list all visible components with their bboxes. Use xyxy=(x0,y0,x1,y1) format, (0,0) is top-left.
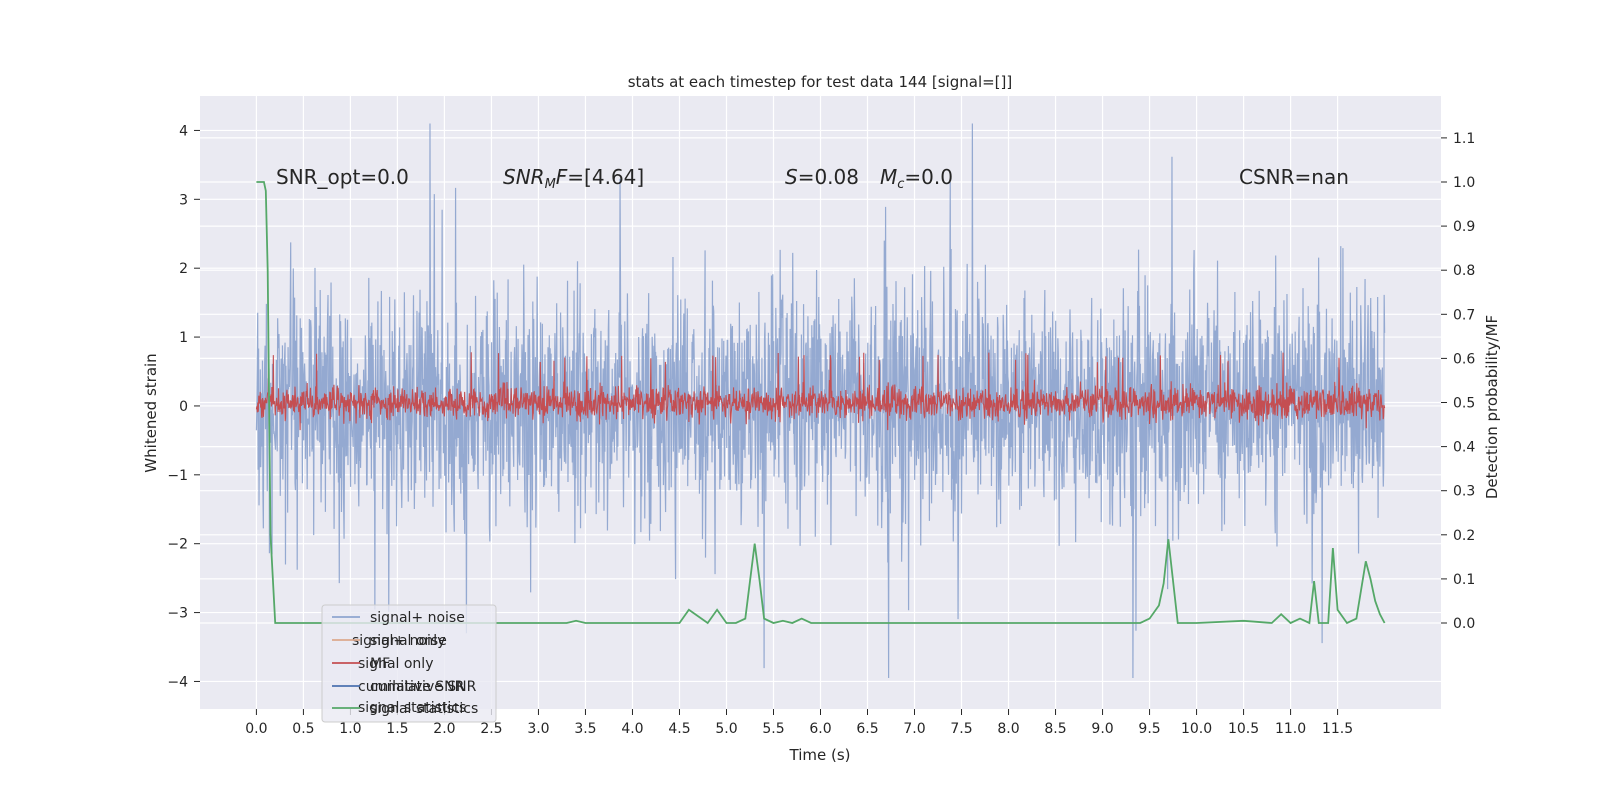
annotation-csnr: CSNR=nan xyxy=(1239,165,1349,189)
x-tick-label: 10.0 xyxy=(1181,721,1212,737)
legend-ghost-3: signal statistics xyxy=(358,700,466,716)
annotation-snr-mf-base: SNR xyxy=(503,165,545,189)
legend-ghost-2: cumilative SNR xyxy=(358,679,465,695)
y-right-tick-label: 0.5 xyxy=(1453,396,1475,412)
legend: signal+ noise signal only cumilative SNR… xyxy=(321,604,497,723)
y-right-tick-label: 0.7 xyxy=(1453,307,1475,323)
series-signal-plus-noise xyxy=(255,123,1386,679)
annotation-snr-mf-sub: M xyxy=(545,177,556,192)
annotation-mc-stat: Mc=0.0 xyxy=(880,165,953,192)
x-tick-label: 5.0 xyxy=(715,721,737,737)
chart-title: stats at each timestep for test data 144… xyxy=(628,73,1013,91)
y-right-tick-label: 0.9 xyxy=(1453,219,1475,235)
y-right-tick-label: 0.2 xyxy=(1453,528,1475,544)
y-right-tick-label: 0.1 xyxy=(1453,572,1475,588)
y-right-tick-label: 0.0 xyxy=(1453,616,1475,632)
x-tick-label: 2.5 xyxy=(480,721,502,737)
y-right-axis-label: Detection probability/MF xyxy=(1483,315,1501,499)
y-left-tick-label: −3 xyxy=(167,606,188,622)
annotation-mc-sub: c xyxy=(897,177,904,192)
x-tick-label: 4.0 xyxy=(621,721,643,737)
annotations: SNR_opt=0.0 SNRMF=[4.64] S=0.08 Mc=0.0 C… xyxy=(276,165,1349,192)
x-tick-label: 7.0 xyxy=(903,721,925,737)
series-mf xyxy=(255,352,1386,431)
x-tick-label: 3.0 xyxy=(527,721,549,737)
x-tick-label: 9.5 xyxy=(1138,721,1160,737)
x-tick-label: 4.5 xyxy=(668,721,690,737)
legend-label-signal-only: signal only xyxy=(370,633,445,649)
annotation-snr-mf-f: F xyxy=(556,165,568,189)
legend-label-signal-statistics: signal statistics xyxy=(370,701,478,717)
x-tick-label: 0.0 xyxy=(245,721,267,737)
x-tick-label: 8.5 xyxy=(1044,721,1066,737)
y-right-tick-label: 0.8 xyxy=(1453,263,1475,279)
y-left-tick-labels: −4 −3 −2 −1 0 1 2 3 4 xyxy=(167,123,200,690)
y-right-tick-labels: 0.0 0.1 0.2 0.3 0.4 0.5 0.6 0.7 0.8 0.9 1.0 1.1 xyxy=(1441,131,1475,632)
legend-label-mf: MF xyxy=(370,656,390,672)
y-left-tick-label: −2 xyxy=(167,537,188,553)
y-left-tick-label: 4 xyxy=(179,123,188,139)
annotation-s-rest: =0.08 xyxy=(798,165,859,189)
y-right-tick-label: 0.6 xyxy=(1453,351,1475,367)
annotation-snr-mf-rest: =[4.64] xyxy=(567,165,644,189)
legend-box xyxy=(321,604,497,723)
y-left-tick-label: 2 xyxy=(179,261,188,277)
legend-ghost-0: signal+ noise xyxy=(352,633,447,649)
annotation-snr-opt: SNR_opt=0.0 xyxy=(276,165,409,189)
x-tick-label: 10.5 xyxy=(1228,721,1259,737)
x-tick-label: 8.0 xyxy=(997,721,1019,737)
x-tick-label: 6.0 xyxy=(809,721,831,737)
x-tick-label: 2.0 xyxy=(433,721,455,737)
y-right-tick-label: 0.4 xyxy=(1453,440,1475,456)
y-right-tick-label: 1.0 xyxy=(1453,175,1475,191)
y-right-tick-label: 0.3 xyxy=(1453,484,1475,500)
annotation-s-base: S xyxy=(785,165,798,189)
y-right-tick-label: 1.1 xyxy=(1453,131,1475,147)
legend-ghost-text: signal+ noise signal only cumilative SNR… xyxy=(352,633,466,716)
x-tick-label: 7.5 xyxy=(950,721,972,737)
legend-ghost-1: signal only xyxy=(358,656,433,672)
x-tick-label: 3.5 xyxy=(574,721,596,737)
annotation-mc-rest: =0.0 xyxy=(904,165,953,189)
x-axis-label: Time (s) xyxy=(789,746,851,764)
x-tick-label: 6.5 xyxy=(856,721,878,737)
x-tick-label: 0.5 xyxy=(292,721,314,737)
y-left-tick-label: −4 xyxy=(167,674,188,690)
legend-label-cumilative-snr: cumilative SNR xyxy=(370,679,477,695)
annotation-s-stat: S=0.08 xyxy=(785,165,859,189)
x-tick-label: 1.5 xyxy=(386,721,408,737)
y-left-tick-label: 1 xyxy=(179,330,188,346)
x-tick-label: 1.0 xyxy=(339,721,361,737)
annotation-snr-mf: SNRMF=[4.64] xyxy=(503,165,644,192)
x-tick-label: 11.0 xyxy=(1275,721,1306,737)
y-left-tick-label: 0 xyxy=(179,399,188,415)
x-tick-label: 9.0 xyxy=(1091,721,1113,737)
x-tick-labels: 0.0 0.5 1.0 1.5 2.0 2.5 3.0 3.5 4.0 4.5 5.0 5.5 6.0 6… xyxy=(245,709,1353,737)
annotation-mc-base: M xyxy=(880,165,897,189)
legend-label-signal-plus-noise: signal+ noise xyxy=(370,610,465,626)
x-tick-label: 11.5 xyxy=(1322,721,1353,737)
y-left-tick-label: −1 xyxy=(167,468,188,484)
x-tick-label: 5.5 xyxy=(762,721,784,737)
y-left-tick-label: 3 xyxy=(179,192,188,208)
y-left-axis-label: Whitened strain xyxy=(142,353,160,472)
